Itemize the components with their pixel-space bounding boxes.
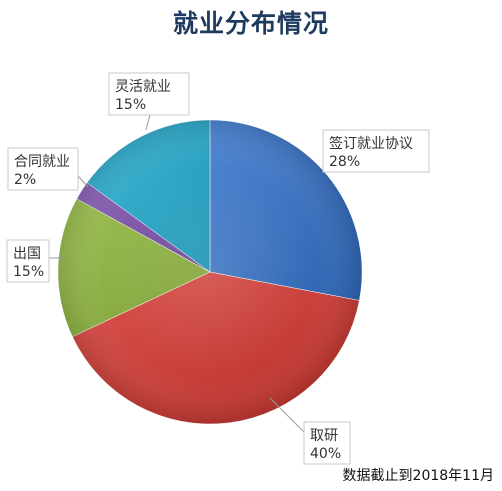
leader-line-4 <box>77 175 89 188</box>
footnote: 数据截止到2018年11月 <box>342 468 494 484</box>
data-label-box-1 <box>322 129 430 173</box>
data-label-value-3: 15% <box>13 264 44 280</box>
chart-title: 就业分布情况 <box>172 9 329 38</box>
data-label-box-4 <box>7 147 79 191</box>
data-label-value-4: 2% <box>14 172 36 188</box>
data-label-category-2: 取研 <box>310 428 338 444</box>
leader-line-5 <box>145 114 151 131</box>
data-label-value-5: 15% <box>115 97 146 113</box>
pie-slices <box>57 119 363 425</box>
data-label-category-1: 签订就业协议 <box>329 135 413 152</box>
data-label-category-3: 出国 <box>13 246 41 262</box>
data-label-value-2: 40% <box>310 446 341 462</box>
data-label-value-1: 28% <box>329 154 360 170</box>
data-label-box-2 <box>303 421 351 465</box>
data-label-category-5: 灵活就业 <box>115 79 171 95</box>
pie-data-labels: 签订就业协议 28% 取研 40% 出国 15% 合同就业 2% 灵活就业 15% <box>6 72 430 465</box>
data-label-box-5 <box>108 72 190 116</box>
leader-line-2 <box>269 397 305 433</box>
data-label-box-3 <box>6 239 50 283</box>
data-label-category-4: 合同就业 <box>14 154 70 170</box>
